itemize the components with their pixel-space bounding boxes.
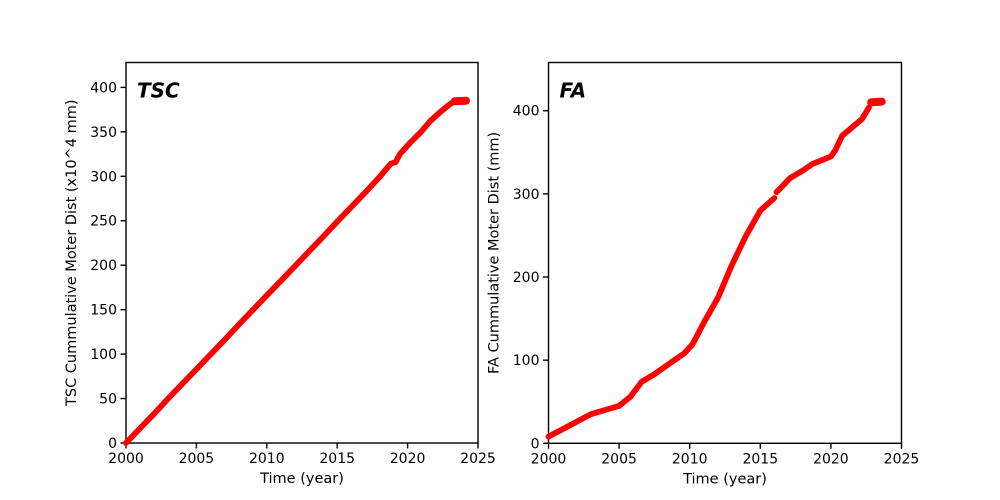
y-tick-label: 250 — [90, 214, 117, 230]
x-axis-label: Time (year) — [682, 471, 767, 487]
y-tick-label: 400 — [90, 80, 117, 96]
x-tick-label: 2020 — [390, 451, 426, 467]
x-tick-label: 2025 — [460, 451, 496, 467]
chart-panel-fa: 2000 2005 2010 2015 2020 2025 0 100 200 300 400 Tim… — [487, 61, 920, 487]
x-tick-label: 2000 — [531, 451, 567, 467]
y-tick-label: 0 — [108, 436, 117, 452]
y-tick-label: 200 — [90, 258, 117, 274]
series-line-fa — [773, 104, 872, 196]
x-tick-label: 2025 — [884, 451, 920, 467]
x-tick-label: 2010 — [249, 451, 285, 467]
y-tick-label: 150 — [90, 303, 117, 319]
axes-frame — [547, 61, 903, 444]
y-tick-label: 200 — [513, 270, 540, 286]
series-line-fa — [867, 97, 886, 107]
y-axis-label: TSC Cummulative Moter Dist (x10^4 mm) — [64, 100, 80, 407]
panel-annotation: TSC — [137, 79, 180, 103]
y-tick-label: 100 — [513, 353, 540, 369]
x-tick-label: 2005 — [179, 451, 215, 467]
y-tick-label: 300 — [513, 187, 540, 203]
y-tick-label: 300 — [90, 169, 117, 185]
y-axis-label: FA Cummulative Moter Dist (mm) — [487, 132, 503, 374]
y-tick-label: 350 — [90, 125, 117, 141]
y-tick-label: 100 — [90, 347, 117, 363]
series-line-fa — [545, 195, 778, 440]
x-tick-label: 2005 — [601, 451, 637, 467]
panel-annotation: FA — [560, 79, 587, 103]
y-tick-label: 50 — [99, 392, 117, 408]
series-line-tsc — [123, 98, 458, 446]
axes-frame — [125, 61, 479, 444]
series-line-tsc — [450, 96, 470, 106]
y-tick-label: 0 — [531, 436, 540, 452]
x-tick-label: 2020 — [813, 451, 849, 467]
x-tick-label: 2000 — [108, 451, 144, 467]
x-axis-label: Time (year) — [259, 471, 344, 487]
y-tick-label: 400 — [513, 104, 540, 120]
x-tick-label: 2015 — [742, 451, 778, 467]
x-tick-label: 2010 — [672, 451, 708, 467]
x-tick-label: 2015 — [319, 451, 355, 467]
chart-panel-tsc: 2000 2005 2010 2015 2020 2025 0 50 100 150 200 250 3… — [64, 61, 496, 487]
